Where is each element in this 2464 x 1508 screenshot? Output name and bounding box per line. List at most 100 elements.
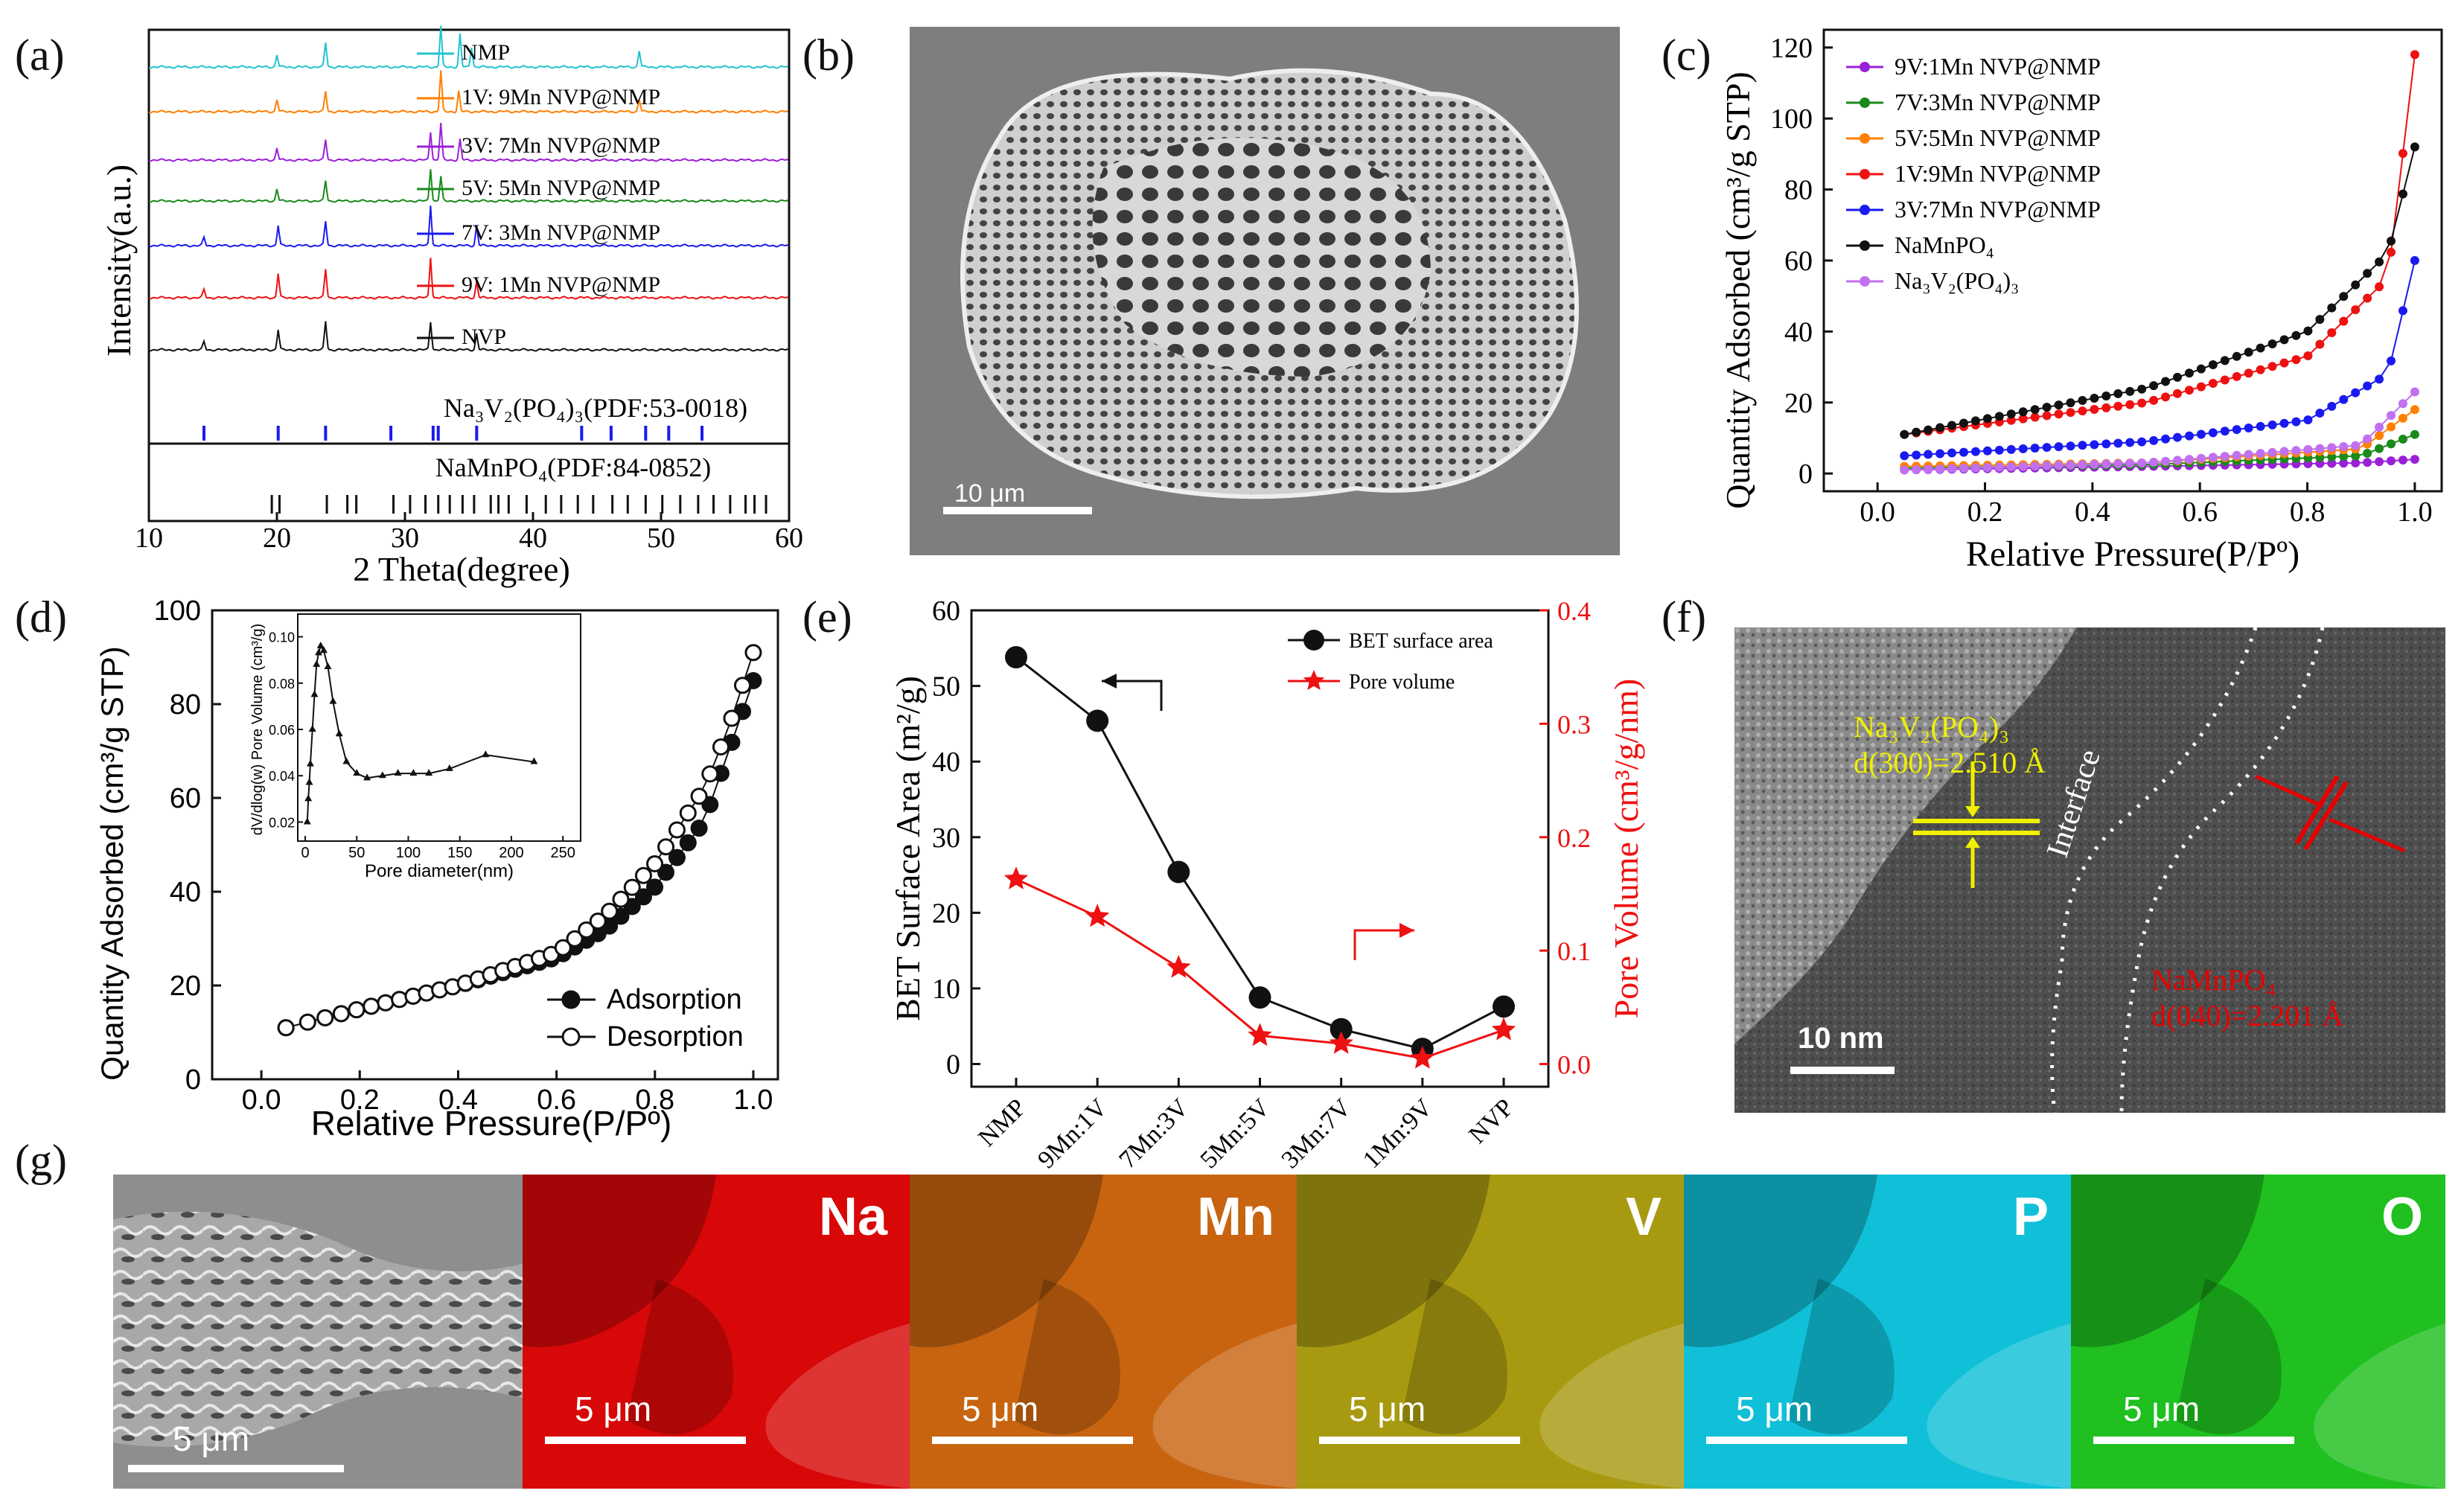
panel-label-b: (b) <box>802 31 855 80</box>
c-series-point <box>2327 328 2337 338</box>
c-series-point <box>2196 382 2206 392</box>
c-xtick-label: 0.4 <box>2075 496 2110 528</box>
c-series-point <box>2208 428 2218 438</box>
c-series-point <box>2078 441 2087 450</box>
c-series-point <box>2410 405 2419 415</box>
xrd-xtick-label: 20 <box>263 523 291 554</box>
d-series-point <box>634 866 652 884</box>
c-series-point <box>1900 451 1909 461</box>
e-xtick-label: NVP <box>1464 1093 1519 1148</box>
eds-element-label: P <box>2012 1187 2049 1247</box>
d-series-point <box>744 644 762 662</box>
eds-map-texture <box>1297 1175 1684 1489</box>
inset-xtick-label: 100 <box>396 845 421 861</box>
c-series-point <box>2339 316 2349 326</box>
c-series-point <box>2315 315 2325 325</box>
inset-point <box>304 794 313 802</box>
panel-label-d: (d) <box>15 592 67 642</box>
c-series-point <box>1935 464 1945 473</box>
d-series-point <box>657 863 675 881</box>
c-series-point <box>2303 326 2313 336</box>
c-series-point <box>2410 387 2419 397</box>
c-legend-item: Na₃V₂(PO₄)₃ <box>1895 267 2019 294</box>
c-series-line <box>1904 391 2416 471</box>
xrd-trace <box>148 205 788 248</box>
d-xtick-label: 1.0 <box>734 1084 773 1116</box>
sem-scale-label: 10 μm <box>954 479 1026 508</box>
d-ytick-label: 20 <box>170 971 201 1002</box>
hrtem-image: Na₃V₂(PO₄)₃ d(300)=2.510 Å Interface NaM… <box>1734 627 2445 1113</box>
c-series-point <box>2196 429 2206 439</box>
c-series-point <box>2030 444 2040 453</box>
c-legend-item: 9V:1Mn NVP@NMP <box>1895 53 2101 80</box>
c-ytick-label: 80 <box>1784 175 1813 206</box>
c-series-line <box>1904 409 2416 467</box>
inset-point <box>310 690 319 697</box>
c-series-point <box>2161 392 2171 402</box>
eds-scale-label: 5 μm <box>1349 1390 1426 1428</box>
xrd-legend-item: 7V: 3Mn NVP@NMP <box>462 220 660 245</box>
d-series-point <box>679 834 697 852</box>
c-series-point <box>2090 404 2099 414</box>
eds-scalebar <box>545 1437 746 1444</box>
c-series-point <box>2113 459 2123 468</box>
c-series-point <box>2125 386 2135 396</box>
c-series-point <box>1959 418 1968 428</box>
c-series-point <box>1947 421 1957 430</box>
c-series-point <box>2398 306 2407 316</box>
c-series-point <box>1912 427 1921 437</box>
c-series-point <box>2090 459 2099 469</box>
panel-label-a: (a) <box>15 31 65 80</box>
d-xtick-label: 0.2 <box>340 1084 380 1116</box>
c-ylabel: Quantity Adsorbed (cm³/g STP) <box>1719 71 1757 508</box>
e-pore-point <box>1329 1031 1353 1054</box>
c-series-point <box>1994 462 2004 472</box>
c-series-point <box>1982 463 1992 473</box>
xrd-chart: 10 20 30 40 50 60 NMP 1V: 9Mn NVP@NMP 3V: 7Mn N… <box>100 25 803 588</box>
c-series-point <box>2125 400 2135 409</box>
e-legend-marker <box>1303 630 1324 651</box>
sem-image: 10 μm <box>910 27 1620 555</box>
xrd-legend-item: 5V: 5Mn NVP@NMP <box>462 176 660 200</box>
c-series-point <box>2066 408 2075 418</box>
eds-scalebar <box>1706 1437 1907 1444</box>
c-series-point <box>2113 438 2123 448</box>
d-ytick-label: 80 <box>170 689 201 721</box>
d-xtick-label: 0.8 <box>635 1084 674 1116</box>
c-series-point <box>2375 444 2384 453</box>
inset-point <box>445 764 453 771</box>
c-series-point <box>2078 460 2087 470</box>
c-series-point <box>2173 389 2183 398</box>
eds-scale-label: 5 μm <box>575 1390 652 1428</box>
c-series-point <box>2030 461 2040 471</box>
d-series-point <box>391 991 409 1009</box>
c-series-point <box>2244 424 2253 433</box>
c-series-point <box>2291 417 2301 426</box>
c-series-point <box>2220 356 2230 365</box>
c-series-point <box>2137 398 2147 408</box>
c-series-point <box>2339 441 2349 451</box>
d-series-point <box>566 930 584 948</box>
c-series-point <box>2410 455 2419 464</box>
d-legend-item: Adsorption <box>607 984 742 1015</box>
c-series-point <box>2208 379 2218 389</box>
c-series-point <box>1912 464 1921 474</box>
isotherm-chart-c: 0.0 0.2 0.4 0.6 0.8 1.0 0 20 40 60 80 100 120 9V:1Mn… <box>1719 28 2443 574</box>
inset-point <box>530 757 538 764</box>
e-xtick-label: 7Mn:3V <box>1114 1093 1194 1174</box>
c-series-point <box>2244 368 2253 378</box>
inset-xtick-label: 50 <box>348 845 365 861</box>
eds-scalebar <box>2093 1437 2294 1444</box>
c-series-point <box>1935 423 1945 432</box>
eds-scale-label: 5 μm <box>962 1390 1039 1428</box>
c-series-point <box>2398 189 2407 199</box>
xrd-trace <box>148 25 788 69</box>
inset-point <box>303 817 311 825</box>
xrd-trace <box>148 123 788 162</box>
xrd-frame <box>147 28 791 523</box>
c-series-point <box>2351 441 2361 450</box>
c-series-point <box>2054 400 2064 410</box>
c-series-point <box>2387 439 2396 449</box>
eds-scale-label: 5 μm <box>2123 1390 2200 1428</box>
inset-ytick-label: 0.04 <box>269 769 295 784</box>
